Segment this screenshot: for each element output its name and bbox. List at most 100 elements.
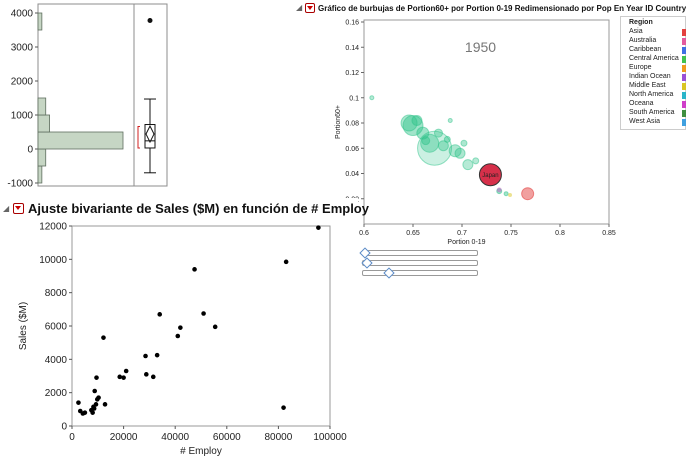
legend-item-label: Indian Ocean xyxy=(629,73,671,80)
distribution-frame xyxy=(37,3,168,187)
legend-item[interactable]: West Asia xyxy=(621,118,686,127)
bubble-point xyxy=(421,136,431,146)
hist-y-tick-label: 3000 xyxy=(11,43,34,54)
scatter-point xyxy=(121,375,126,380)
bubble-point xyxy=(503,191,509,197)
legend-item-label: Europe xyxy=(629,64,652,71)
hist-bar xyxy=(37,165,43,184)
bubble-japan xyxy=(478,163,502,187)
scatter-point xyxy=(150,374,156,380)
scatter-point xyxy=(94,375,99,380)
scatter-point xyxy=(93,402,99,407)
bubble-chart: 0.160.140.120.10.080.060.040.020.60.650.… xyxy=(335,19,616,244)
box-shortest-half xyxy=(137,126,140,149)
bubble-point xyxy=(402,115,424,137)
scatter-y-tick-label: 12000 xyxy=(39,222,67,233)
box-mean-diamond xyxy=(145,124,155,144)
bubble-x-tick-label: 0.8 xyxy=(555,230,565,237)
legend-item-label: South America xyxy=(629,109,675,116)
hist-bar xyxy=(37,114,50,133)
legend-item-label: Asia xyxy=(629,28,643,35)
hist-y-tick-label: 4000 xyxy=(11,9,34,20)
bubble-disclosure-icon[interactable]: ◢ xyxy=(296,3,303,12)
bivariate-disclosure-icon[interactable]: ◢ xyxy=(3,204,10,213)
bubble-x-tick-label: 0.6 xyxy=(359,230,369,237)
bubble-point xyxy=(496,187,502,193)
scatter-y-tick-label: 8000 xyxy=(45,288,68,299)
bubble-x-tick-label: 0.65 xyxy=(406,230,420,237)
bubble-point xyxy=(447,117,453,123)
bubble-point xyxy=(437,140,449,152)
scatter-point xyxy=(192,267,197,272)
scatter-point xyxy=(92,388,98,394)
scatter-point xyxy=(281,405,286,410)
scatter-point xyxy=(96,395,101,400)
distribution-panel: 4000 3000 2000 1000 0 -1000 xyxy=(0,0,170,190)
scatter-point xyxy=(76,400,81,405)
legend-title: Region xyxy=(629,19,653,26)
scatter-y-tick-label: 10000 xyxy=(39,255,67,266)
legend-color-swatch xyxy=(682,101,686,108)
scatter-point xyxy=(316,225,321,230)
bubble-japan-label: Japan xyxy=(482,173,498,179)
legend-color-swatch xyxy=(682,47,686,54)
bubble-point xyxy=(454,147,466,159)
slider-track-2[interactable] xyxy=(362,260,478,266)
scatter-point xyxy=(143,353,148,359)
bivariate-menu-icon[interactable] xyxy=(13,203,24,214)
bubble-x-tick-label: 0.75 xyxy=(504,230,518,237)
scatter-x-tick-label: 40000 xyxy=(161,432,189,443)
legend-color-swatch xyxy=(682,38,686,45)
bivariate-chart: 0 2000 4000 6000 8000 10000 12000 0 20000 40000 60… xyxy=(18,222,347,458)
hist-bar xyxy=(37,12,43,31)
scatter-y-tick-label: 4000 xyxy=(45,355,68,366)
bubble-y-tick-label: 0.08 xyxy=(345,121,359,128)
hist-bar xyxy=(37,97,47,116)
bubble-x-tick-label: 0.85 xyxy=(602,230,616,237)
bubble-point xyxy=(462,159,474,171)
bivariate-title: Ajuste bivariante de Sales ($M) en funci… xyxy=(28,201,369,216)
scatter-x-axis-label: # Employ xyxy=(180,446,222,457)
bubble-menu-icon[interactable] xyxy=(305,3,315,13)
scatter-point xyxy=(102,402,108,407)
legend-color-swatch xyxy=(682,56,686,63)
scatter-x-tick-label: 60000 xyxy=(213,432,241,443)
legend-color-swatch xyxy=(682,92,686,99)
bubble-y-axis-label: Portion60+ xyxy=(335,105,342,139)
legend-item-label: Australia xyxy=(629,37,657,44)
region-legend: Region Asia Australia Caribbean Central Ame… xyxy=(620,16,686,130)
legend-item[interactable]: North America xyxy=(621,91,686,100)
legend-item[interactable]: South America xyxy=(621,109,686,118)
scatter-x-tick-label: 100000 xyxy=(313,432,347,443)
legend-item[interactable]: Oceana xyxy=(621,100,686,109)
scatter-y-axis-label: Sales ($M) xyxy=(18,302,29,350)
legend-color-swatch xyxy=(682,29,686,36)
bubble-y-tick-label: 0.06 xyxy=(345,146,359,153)
bubble-point xyxy=(369,95,375,101)
slider-track-1[interactable] xyxy=(362,250,478,256)
legend-item[interactable]: Indian Ocean xyxy=(621,73,686,82)
scatter-frame xyxy=(71,225,331,427)
bubble-y-tick-label: 0.16 xyxy=(345,20,359,27)
legend-item[interactable]: Middle East xyxy=(621,82,686,91)
legend-item[interactable]: Europe xyxy=(621,64,686,73)
bubble-plot-panel: ◢ Gráfico de burbujas de Portion60+ por … xyxy=(296,0,686,290)
bubble-y-tick-label: 0.1 xyxy=(349,95,359,102)
hist-bar xyxy=(37,131,124,150)
scatter-point xyxy=(178,325,183,330)
box-iqr xyxy=(144,124,156,149)
scatter-point xyxy=(82,410,88,415)
distribution-chart: 4000 3000 2000 1000 0 -1000 xyxy=(7,3,168,190)
legend-item[interactable]: Caribbean xyxy=(621,46,686,55)
bubble-y-tick-label: 0.04 xyxy=(345,171,359,178)
legend-item[interactable]: Central America xyxy=(621,55,686,64)
legend-color-swatch xyxy=(682,65,686,72)
legend-item-label: Oceana xyxy=(629,100,654,107)
scatter-point xyxy=(157,312,163,317)
bubble-point xyxy=(508,192,513,197)
legend-item[interactable]: Australia xyxy=(621,37,686,46)
scatter-y-tick-label: 0 xyxy=(61,422,67,433)
slider-track-3[interactable] xyxy=(362,270,478,276)
bubble-point xyxy=(433,128,443,138)
legend-item[interactable]: Asia xyxy=(621,28,686,37)
